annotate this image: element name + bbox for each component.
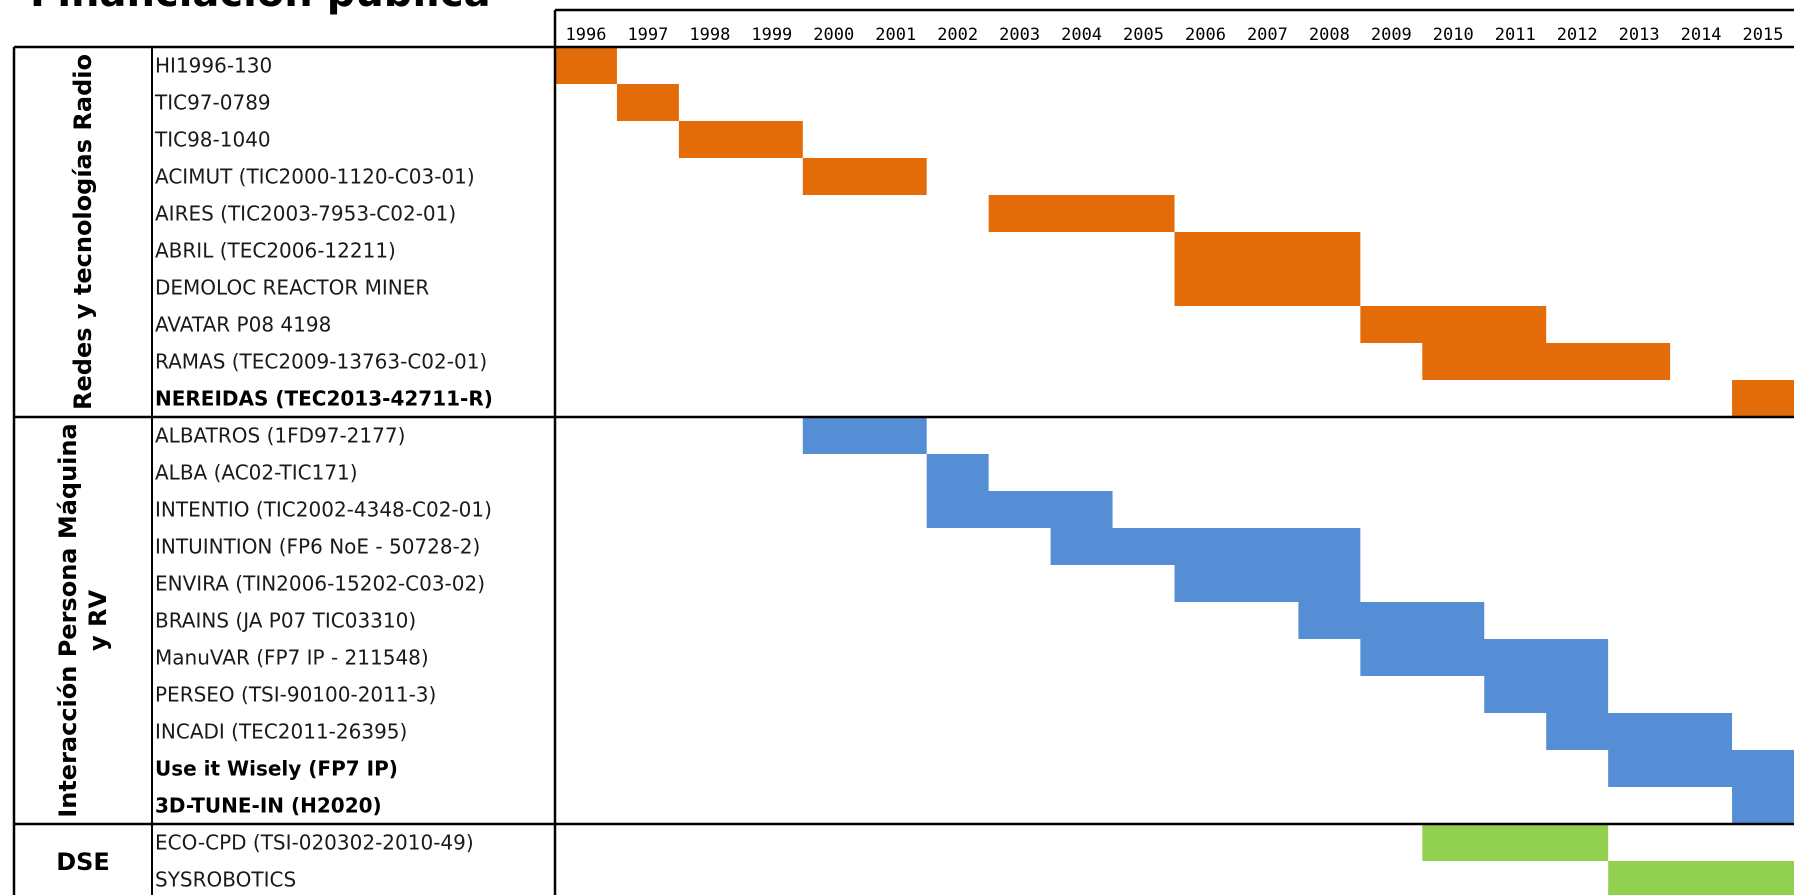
- year-tick-label: 1996: [565, 25, 606, 45]
- year-tick-label: 2005: [1123, 25, 1164, 45]
- year-tick-label: 2013: [1619, 25, 1660, 45]
- gantt-bar: [1174, 565, 1361, 602]
- project-label: ECO-CPD (TSI-020302-2010-49): [155, 831, 474, 855]
- year-tick-label: 2009: [1371, 25, 1412, 45]
- year-tick-label: 2011: [1495, 25, 1536, 45]
- gantt-bar: [678, 121, 803, 158]
- gantt-bar: [1360, 306, 1547, 343]
- year-tick-label: 2006: [1185, 25, 1226, 45]
- gantt-bar: [555, 47, 617, 84]
- project-label: NEREIDAS (TEC2013-42711-R): [155, 387, 493, 411]
- gantt-bar: [1608, 861, 1794, 895]
- year-tick-label: 2007: [1247, 25, 1288, 45]
- year-tick-label: 2000: [813, 25, 854, 45]
- chart-title: Financiación pública: [30, 0, 491, 16]
- project-label: 3D-TUNE-IN (H2020): [155, 794, 382, 818]
- project-label: ALBA (AC02-TIC171): [155, 461, 358, 485]
- gantt-bar: [802, 158, 927, 195]
- gantt-bar: [1422, 824, 1609, 861]
- gantt-bar: [926, 454, 989, 491]
- year-tick-label: 2010: [1433, 25, 1474, 45]
- project-label: INTENTIO (TIC2002-4348-C02-01): [155, 498, 492, 522]
- year-tick-label: 2003: [999, 25, 1040, 45]
- project-label: TIC97-0789: [154, 91, 271, 115]
- year-tick-label: 2008: [1309, 25, 1350, 45]
- gantt-bar: [1732, 787, 1794, 824]
- gantt-bar: [1360, 639, 1609, 676]
- gantt-bar: [1732, 380, 1794, 417]
- project-label: ENVIRA (TIN2006-15202-C03-02): [155, 572, 485, 596]
- gantt-bar: [1608, 750, 1794, 787]
- group-label: Interacción Persona Máquina: [54, 423, 82, 817]
- group-label: Redes y tecnologías Radio: [69, 54, 97, 410]
- gantt-bar: [1546, 713, 1733, 750]
- gantt-bar: [1484, 676, 1609, 713]
- year-tick-label: 1998: [689, 25, 730, 45]
- project-label: BRAINS (JA P07 TIC03310): [155, 609, 416, 633]
- project-label: ABRIL (TEC2006-12211): [155, 239, 396, 263]
- gantt-bar: [988, 195, 1175, 232]
- project-label: SYSROBOTICS: [155, 868, 296, 892]
- project-label: DEMOLOC REACTOR MINER: [155, 276, 429, 300]
- project-label: Use it Wisely (FP7 IP): [155, 757, 398, 781]
- year-tick-label: 2012: [1557, 25, 1598, 45]
- year-tick-label: 1997: [627, 25, 668, 45]
- project-label: ACIMUT (TIC2000-1120-C03-01): [155, 165, 475, 189]
- gantt-bar: [1050, 528, 1361, 565]
- project-label: RAMAS (TEC2009-13763-C02-01): [155, 350, 487, 374]
- project-label: INCADI (TEC2011-26395): [155, 720, 407, 744]
- project-label: AIRES (TIC2003-7953-C02-01): [155, 202, 456, 226]
- project-label: ManuVAR (FP7 IP - 211548): [155, 646, 429, 670]
- year-tick-label: 1999: [751, 25, 792, 45]
- year-tick-label: 2002: [937, 25, 978, 45]
- gantt-bar: [1422, 343, 1671, 380]
- project-label: INTUINTION (FP6 NoE - 50728-2): [155, 535, 480, 559]
- project-label: TIC98-1040: [154, 128, 271, 152]
- group-label: y RV: [84, 590, 112, 651]
- project-label: AVATAR P08 4198: [155, 313, 331, 337]
- year-tick-label: 2001: [875, 25, 916, 45]
- gantt-bar: [1174, 232, 1361, 269]
- gantt-bar: [802, 417, 927, 454]
- gantt-bar: [926, 491, 1113, 528]
- gantt-bar: [1174, 269, 1361, 306]
- project-label: HI1996-130: [155, 54, 272, 78]
- year-tick-label: 2014: [1681, 25, 1722, 45]
- group-label: DSE: [56, 848, 110, 876]
- year-tick-label: 2015: [1743, 25, 1784, 45]
- gantt-bar: [616, 84, 679, 121]
- project-label: PERSEO (TSI-90100-2011-3): [155, 683, 436, 707]
- year-tick-label: 2004: [1061, 25, 1102, 45]
- project-label: ALBATROS (1FD97-2177): [155, 424, 405, 448]
- gantt-bar: [1298, 602, 1485, 639]
